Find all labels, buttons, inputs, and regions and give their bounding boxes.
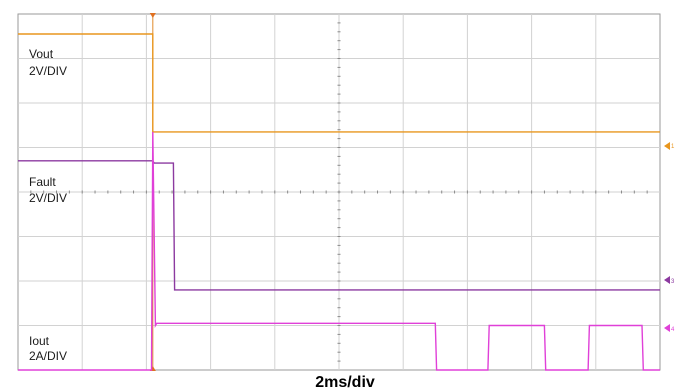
vout-label: Vout bbox=[29, 47, 54, 61]
scope-grid bbox=[17, 13, 661, 371]
iout-marker-label: 4 bbox=[671, 327, 675, 333]
iout-scale-label: 2A/DIV bbox=[29, 349, 67, 363]
fault-label: Fault bbox=[29, 175, 56, 189]
fault-marker-label: 3 bbox=[671, 279, 675, 285]
iout-trace bbox=[18, 131, 660, 371]
vout-marker-label: 1 bbox=[671, 144, 675, 150]
fault-scale-label: 2V/DIV bbox=[29, 191, 67, 205]
timebase-label: 2ms/div bbox=[315, 374, 375, 391]
fault-trace bbox=[18, 160, 660, 291]
iout-marker: 4 bbox=[664, 324, 675, 333]
fault-marker: 3 bbox=[664, 276, 675, 285]
vout-marker: 1 bbox=[664, 142, 675, 150]
iout-label: Iout bbox=[29, 334, 50, 348]
vout-trace bbox=[18, 33, 660, 133]
trigger-marker-top bbox=[149, 13, 156, 18]
scope-traces bbox=[18, 33, 660, 371]
vout-scale-label: 2V/DIV bbox=[29, 64, 67, 78]
